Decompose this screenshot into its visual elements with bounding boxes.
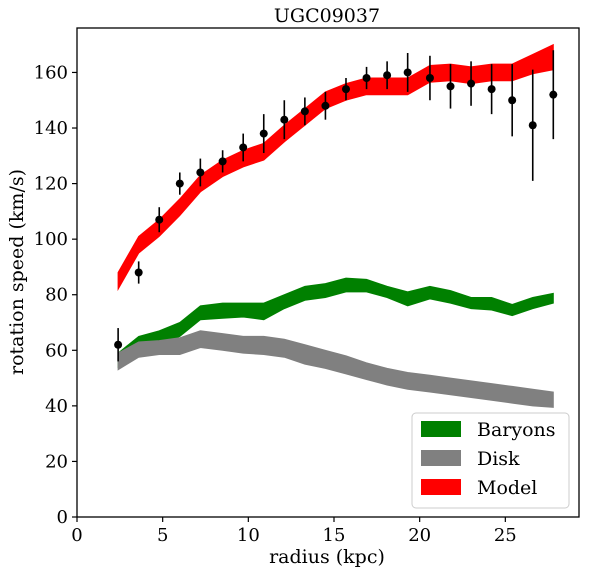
model-band [117,43,554,292]
baryons-band [117,277,554,369]
y-tick-label: 140 [34,118,68,139]
x-tick-label: 5 [157,525,168,546]
data-point [239,143,248,152]
data-point [383,71,392,80]
plot-frame [76,27,580,518]
x-tick-label: 0 [71,525,82,546]
data-point [446,82,455,91]
data-point [196,168,205,177]
y-tick-label: 60 [45,340,68,361]
legend-label-disk: Disk [477,448,520,470]
y-axis-ticks: 0 20 40 60 80 100 120 140 160 [34,62,77,528]
y-tick-label: 160 [34,62,68,83]
y-axis-label: rotation speed (km/s) [6,169,28,375]
data-point [259,129,268,138]
legend-entries: Baryons Disk Model [421,419,556,499]
x-tick-label: 10 [237,525,260,546]
x-tick-label: 25 [494,525,517,546]
x-axis-label: radius (kpc) [269,546,385,568]
y-tick-label: 20 [45,451,68,472]
disk-band [117,330,554,408]
legend: Baryons Disk Model [411,412,570,509]
legend-swatch-baryons [421,421,461,437]
legend-label-baryons: Baryons [477,419,556,441]
data-point [114,340,123,349]
x-axis-ticks: 0 5 10 15 20 25 [71,517,517,546]
data-point [280,115,289,124]
data-point [155,215,164,224]
x-tick-label: 20 [408,525,431,546]
y-tick-label: 120 [34,174,68,195]
legend-swatch-model [421,479,461,495]
data-point [218,157,227,166]
chart-title: UGC09037 [274,5,380,27]
data-point [134,268,143,277]
data-point [300,107,309,116]
data-point [467,79,476,88]
legend-swatch-disk [421,450,461,466]
legend-label-model: Model [477,477,537,499]
data-point [508,96,517,105]
data-point [175,179,184,188]
y-tick-label: 40 [45,396,68,417]
data-points-layer [114,50,558,362]
y-tick-label: 0 [57,507,68,528]
data-point [487,85,496,94]
data-point [425,74,434,83]
data-point [321,101,330,110]
y-tick-label: 100 [34,229,68,250]
x-tick-label: 15 [323,525,346,546]
data-point [528,121,537,130]
data-point [403,68,412,77]
data-point [549,90,558,99]
y-tick-label: 80 [45,285,68,306]
data-point [341,85,350,94]
data-point [362,74,371,83]
band-layer [117,43,554,408]
